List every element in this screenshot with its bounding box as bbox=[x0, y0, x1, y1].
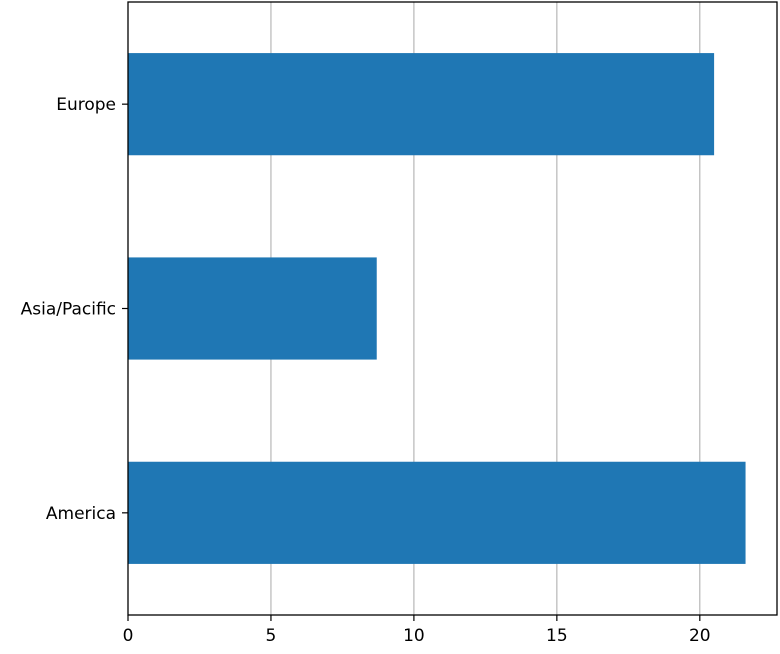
bar-asia-pacific bbox=[128, 257, 377, 360]
x-tick-label: 5 bbox=[266, 626, 277, 646]
x-tick-label: 15 bbox=[546, 626, 568, 646]
y-tick-label: America bbox=[46, 504, 116, 524]
x-tick-label: 20 bbox=[689, 626, 711, 646]
x-tick-label: 0 bbox=[123, 626, 134, 646]
x-axis: 0 5 10 15 20 bbox=[123, 615, 711, 646]
bars bbox=[128, 53, 746, 564]
y-tick-label: Europe bbox=[56, 95, 116, 115]
bar-america bbox=[128, 461, 746, 564]
x-tick-label: 10 bbox=[403, 626, 425, 646]
bar-europe bbox=[128, 53, 715, 156]
y-axis: America Asia/Pacific Europe bbox=[21, 95, 128, 524]
y-tick-label: Asia/Pacific bbox=[21, 300, 116, 320]
